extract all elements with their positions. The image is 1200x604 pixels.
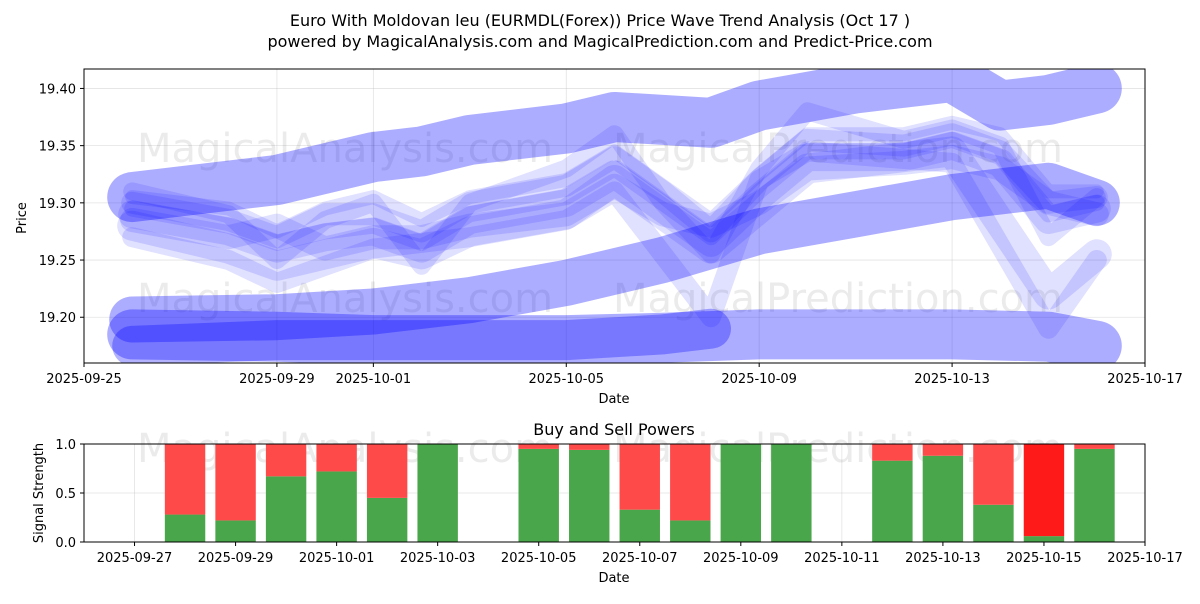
sell-bar-6	[518, 444, 559, 449]
wave-line-0	[124, 131, 1105, 251]
sell-bar-14	[973, 444, 1014, 505]
powers-y-ticks: 0.0 0.5 1.0	[55, 438, 84, 551]
chart-title-line1: Euro With Moldovan leu (EURMDL(Forex)) P…	[290, 11, 910, 30]
sell-bar-0	[164, 444, 206, 515]
sell-bar-3	[316, 444, 357, 472]
price-y-axis-label: Price	[15, 202, 30, 234]
powers-y-axis-label: Signal Strength	[32, 443, 47, 543]
sell-bar-8	[619, 444, 660, 510]
chart-title-line2: powered by MagicalAnalysis.com and Magic…	[267, 32, 932, 51]
powers-xtick-label-1: 2025-09-29	[198, 551, 274, 566]
sell-bar-1	[215, 444, 256, 521]
powers-xtick-label-3: 2025-10-03	[400, 551, 476, 566]
sell-bar-2	[265, 444, 307, 477]
price-xtick-label-3: 2025-10-05	[528, 372, 604, 387]
price-channel-bands	[107, 69, 1122, 363]
powers-x-ticks: 2025-09-27 2025-09-29 2025-10-01 2025-10-03…	[97, 542, 1183, 566]
price-ytick-label-2: 19.30	[39, 197, 76, 212]
sell-bar-13	[922, 444, 964, 456]
buy-bar-5	[417, 444, 458, 542]
powers-xtick-label-8: 2025-10-13	[905, 551, 981, 566]
wave-line-1	[121, 123, 1108, 249]
wave-line-7	[122, 141, 1107, 339]
wave-line-2	[118, 131, 1111, 263]
band-2	[107, 309, 1122, 363]
buy-bar-7	[569, 449, 610, 542]
powers-xtick-label-7: 2025-10-11	[804, 551, 880, 566]
price-ytick-label-4: 19.40	[39, 82, 76, 97]
price-x-ticks: 2025-09-25 2025-09-29 2025-10-01 2025-10-05…	[46, 363, 1183, 387]
buy-bar-11	[771, 444, 812, 542]
price-ytick-label-1: 19.25	[39, 254, 76, 269]
price-ytick-label-3: 19.35	[39, 140, 76, 155]
price-ytick-label-0: 19.20	[39, 311, 76, 326]
sell-bar-9	[670, 444, 711, 521]
buy-bar-12	[872, 460, 913, 542]
buy-bar-6	[518, 448, 559, 542]
watermark-analysis-1: MagicalAnalysis.com	[137, 126, 553, 172]
sell-bar-7	[569, 444, 610, 450]
buy-bar-8	[619, 509, 660, 542]
price-xtick-label-6: 2025-10-17	[1107, 372, 1183, 387]
buy-bar-10	[720, 444, 762, 542]
buy-bar-16	[1074, 448, 1115, 542]
band-0	[107, 69, 1122, 223]
watermark-analysis-2: MagicalAnalysis.com	[137, 276, 553, 322]
wave-line-6	[117, 136, 1112, 310]
buy-bar-9	[670, 520, 711, 542]
price-wave-lines	[117, 102, 1112, 339]
wave-line-5	[125, 115, 1104, 239]
powers-bars	[164, 444, 1115, 542]
price-y-ticks: 19.20 19.25 19.30 19.35 19.40	[39, 82, 84, 326]
buy-bar-2	[265, 476, 307, 542]
powers-ytick-label-2: 1.0	[55, 438, 76, 453]
powers-xtick-label-2: 2025-10-01	[299, 551, 375, 566]
buy-bar-15	[1023, 536, 1065, 542]
sell-bar-15	[1023, 444, 1065, 537]
price-plot-frame	[83, 68, 1146, 364]
band-3	[112, 308, 731, 363]
band-1	[109, 162, 1120, 343]
powers-xtick-label-0: 2025-09-27	[97, 551, 173, 566]
buy-bar-3	[316, 471, 357, 542]
price-xtick-label-0: 2025-09-25	[46, 372, 122, 387]
buy-bar-4	[366, 497, 408, 542]
watermark-prediction-2: MagicalPrediction.com	[613, 276, 1063, 322]
powers-xtick-label-4: 2025-10-05	[501, 551, 577, 566]
powers-ytick-label-0: 0.0	[55, 536, 76, 551]
sell-bar-16	[1074, 444, 1115, 449]
wave-line-3	[123, 102, 1106, 275]
buy-bar-14	[973, 504, 1014, 542]
buy-bar-13	[922, 455, 964, 542]
powers-xtick-label-6: 2025-10-09	[703, 551, 779, 566]
wave-line-4	[120, 145, 1109, 261]
powers-x-axis-label: Date	[598, 571, 629, 586]
price-xtick-label-4: 2025-10-09	[721, 372, 797, 387]
powers-title: Buy and Sell Powers	[533, 420, 695, 439]
price-xtick-label-5: 2025-10-13	[914, 372, 990, 387]
buy-bar-0	[164, 514, 206, 542]
sell-bar-12	[872, 444, 913, 461]
price-grid	[83, 69, 1146, 363]
powers-xtick-label-5: 2025-10-07	[602, 551, 678, 566]
sell-bar-4	[366, 444, 408, 498]
price-xtick-label-2: 2025-10-01	[336, 372, 412, 387]
powers-ytick-label-1: 0.5	[55, 487, 76, 502]
price-watermarks: MagicalAnalysis.com MagicalPrediction.co…	[137, 126, 1063, 322]
price-xtick-label-1: 2025-09-29	[239, 372, 315, 387]
price-x-axis-label: Date	[598, 392, 629, 407]
buy-bar-1	[215, 520, 256, 542]
powers-xtick-label-10: 2025-10-17	[1107, 551, 1183, 566]
powers-xtick-label-9: 2025-10-15	[1006, 551, 1082, 566]
watermark-prediction-1: MagicalPrediction.com	[613, 126, 1063, 172]
